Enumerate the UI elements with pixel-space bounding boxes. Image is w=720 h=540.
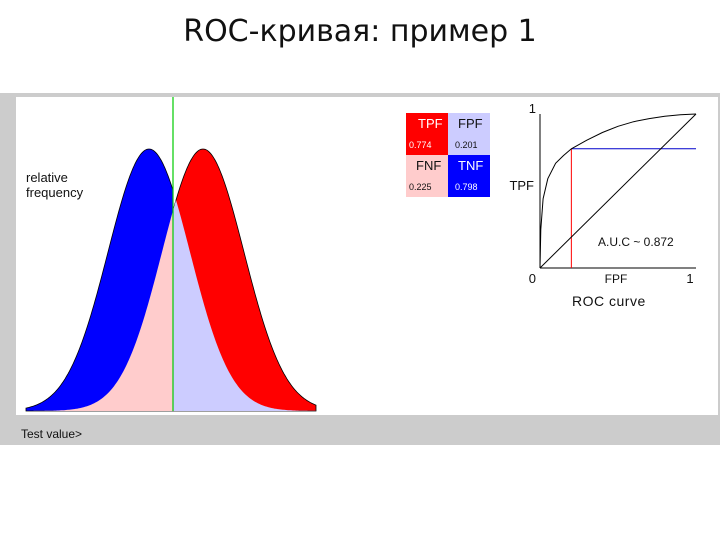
roc-curve	[539, 113, 697, 269]
fpf-cell: FPF	[448, 113, 490, 134]
fnf-value-cell: 0.225	[406, 176, 448, 197]
tpf-value: 0.774	[409, 140, 432, 150]
x-axis-label: Test value>	[21, 427, 83, 441]
chance-diagonal	[539, 113, 697, 269]
roc-x-max-tick: 1	[686, 271, 693, 286]
fpf-value-cell: 0.201	[448, 134, 490, 155]
page-title: ROC-кривая: пример 1	[183, 14, 537, 49]
y-axis-label-line2: frequency	[26, 185, 84, 200]
y-axis-label: relative frequency	[26, 170, 83, 200]
fnf-cell: FNF	[406, 155, 448, 176]
roc-title: ROC curve	[572, 293, 646, 309]
fnf-label: FNF	[416, 158, 442, 173]
tpf-value-cell: 0.774	[406, 134, 448, 155]
tnf-value: 0.798	[455, 182, 478, 192]
tpf-label: TPF	[418, 116, 443, 131]
tnf-value-cell: 0.798	[448, 176, 490, 197]
tnf-label: TNF	[458, 158, 484, 173]
tnf-cell: TNF	[448, 155, 490, 176]
false-negative-area	[26, 210, 173, 411]
roc-x-axis-label: FPF	[605, 272, 628, 286]
roc-origin-tick: 0	[529, 271, 536, 286]
distribution-chart	[25, 97, 317, 412]
tpf-cell: TPF	[406, 113, 448, 134]
y-axis-label-line1: relative	[26, 170, 68, 185]
roc-y-axis-label: TPF	[509, 178, 534, 193]
fpf-label: FPF	[458, 116, 483, 131]
fnf-value: 0.225	[409, 182, 432, 192]
roc-y-max-tick: 1	[529, 101, 536, 116]
fpf-value: 0.201	[455, 140, 478, 150]
false-positive-area	[173, 200, 316, 411]
auc-annotation: A.U.C ~ 0.872	[598, 235, 674, 249]
roc-chart: 1 TPF 0 FPF 1 A.U.C ~ 0.872	[509, 101, 697, 286]
